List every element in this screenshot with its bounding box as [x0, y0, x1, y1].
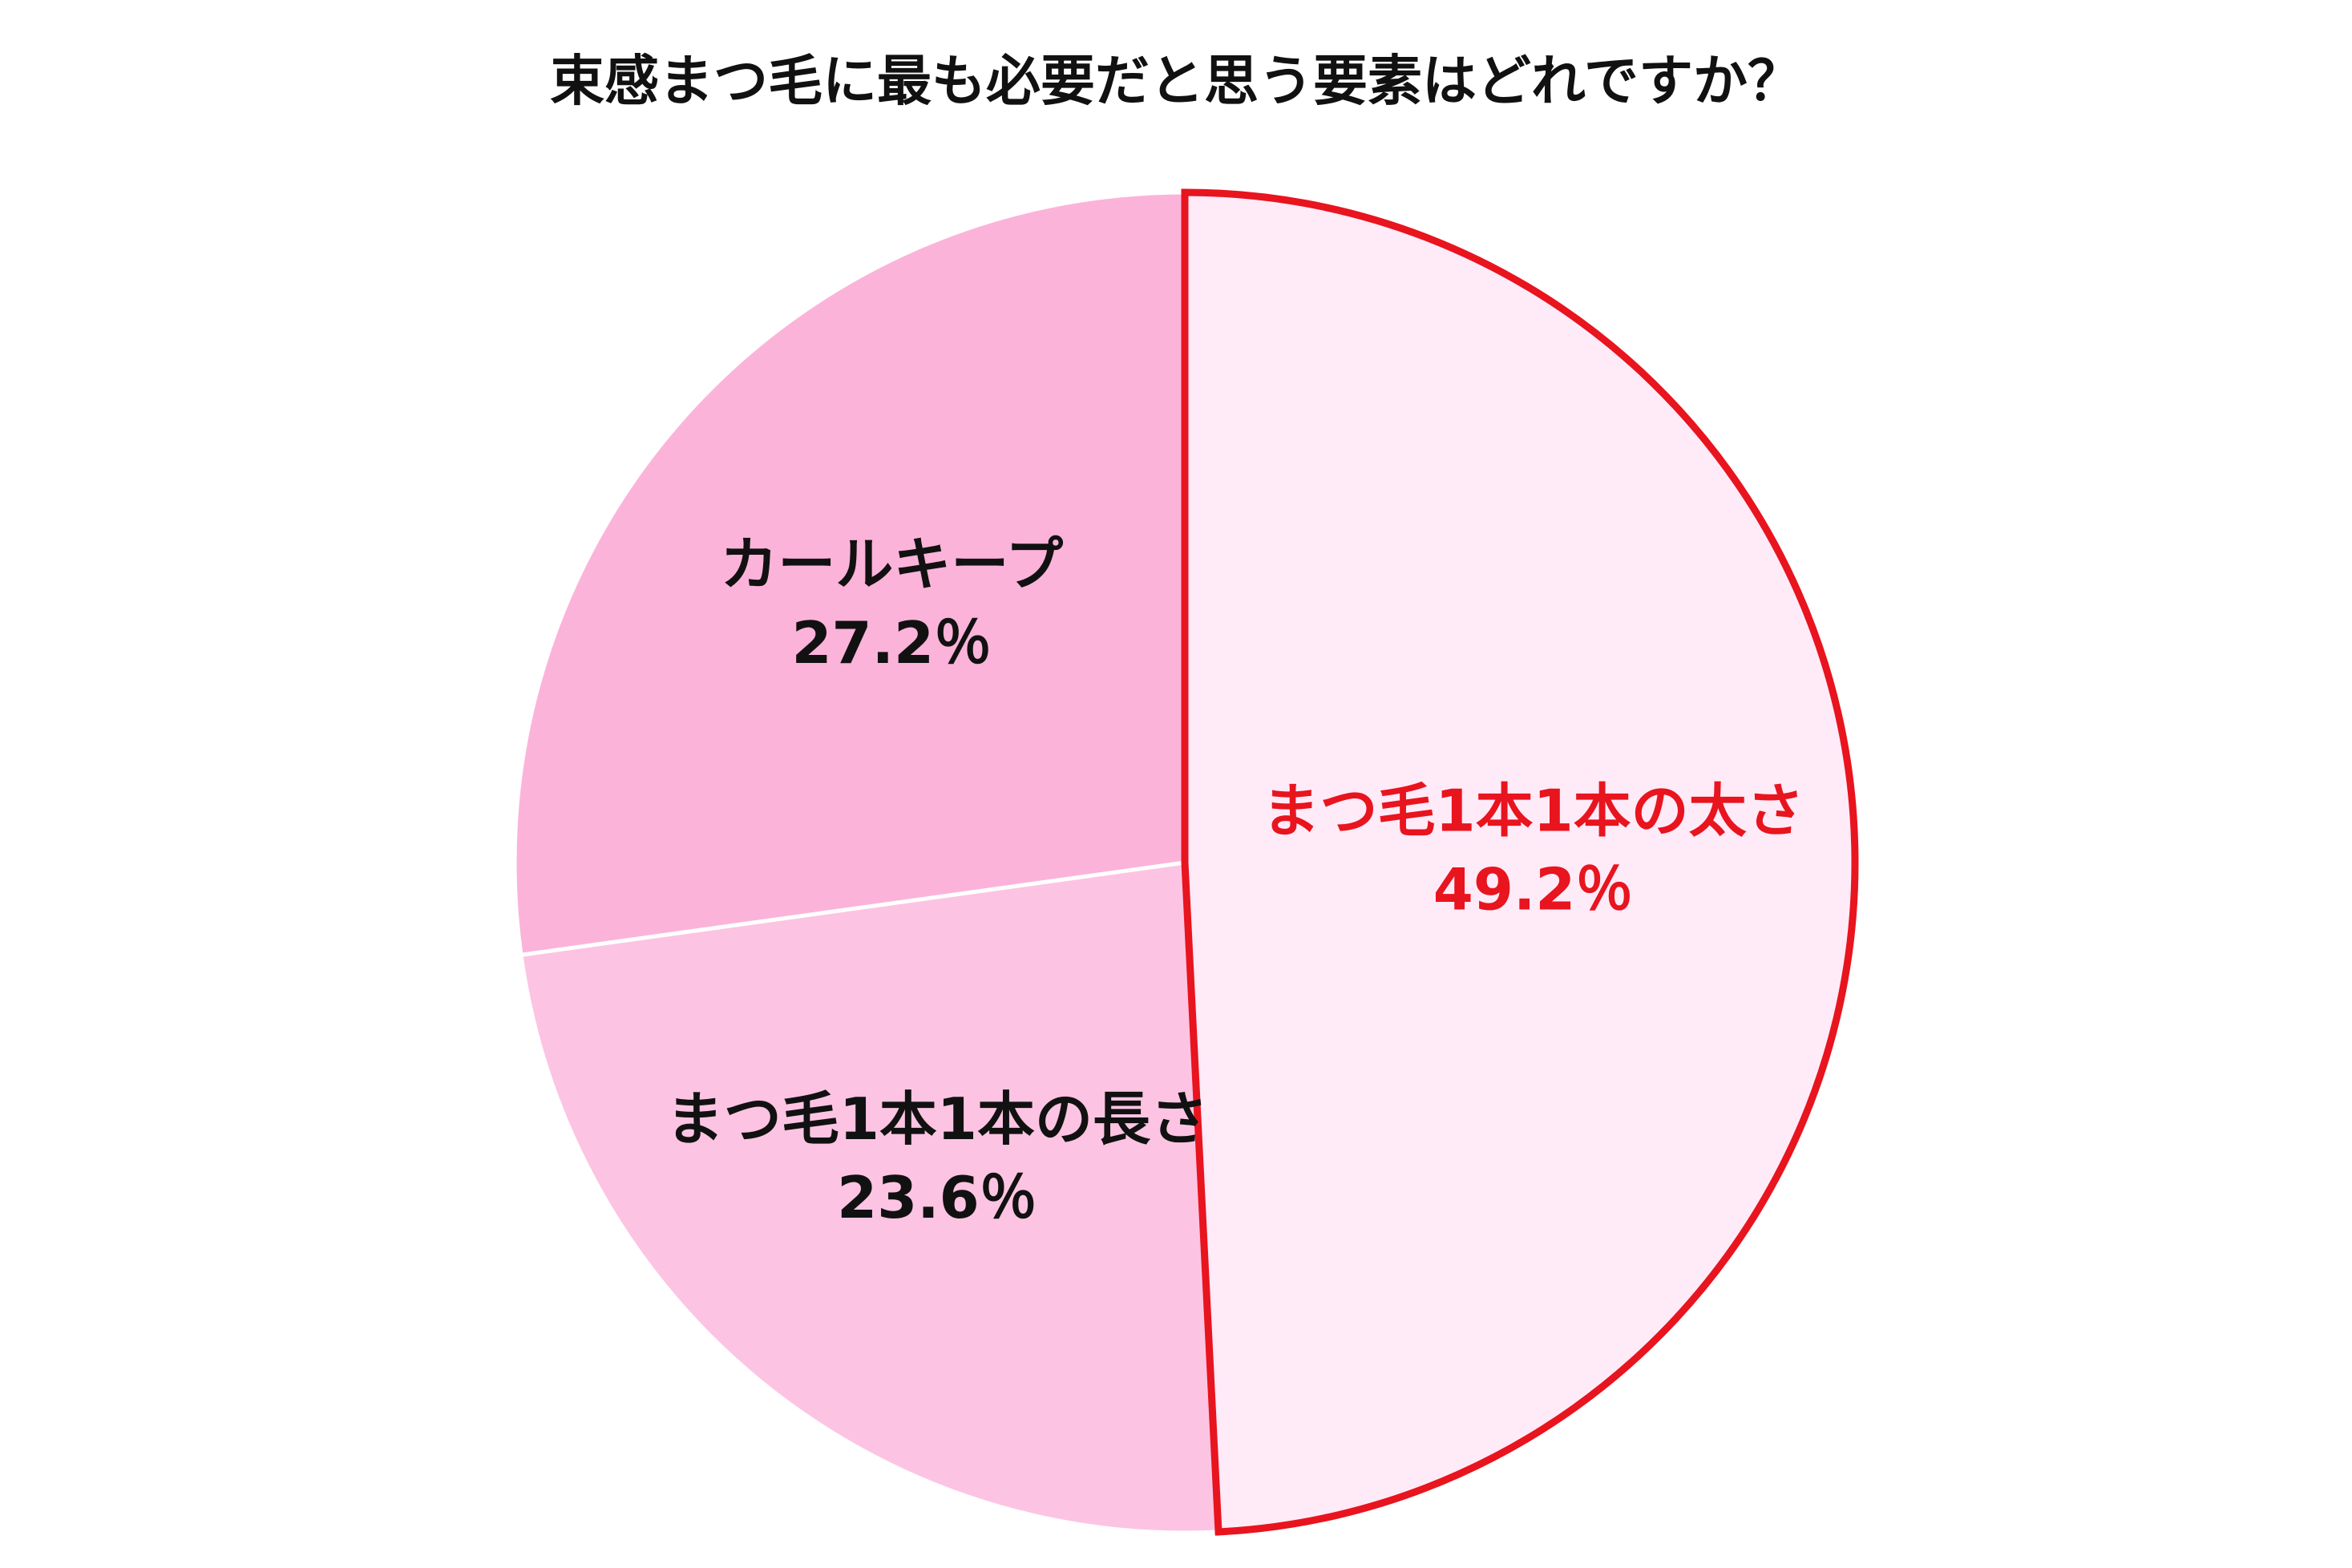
slice-label: カールキープ	[720, 531, 1063, 598]
slice-label: まつ毛1本1本の太さ	[1262, 778, 1804, 845]
slice-value-label: 49.2％	[1433, 856, 1634, 923]
pie-slice	[512, 190, 1187, 958]
slice-label: まつ毛1本1本の長さ	[666, 1085, 1208, 1153]
slice-value-label: 27.2％	[791, 609, 992, 677]
pie-slice	[1181, 188, 1859, 1536]
slice-value-label: 23.6％	[837, 1164, 1037, 1231]
chart-title: 束感まつ毛に最も必要だと思う要素はどれですか？	[550, 51, 1802, 114]
pie-slice	[519, 860, 1221, 1535]
